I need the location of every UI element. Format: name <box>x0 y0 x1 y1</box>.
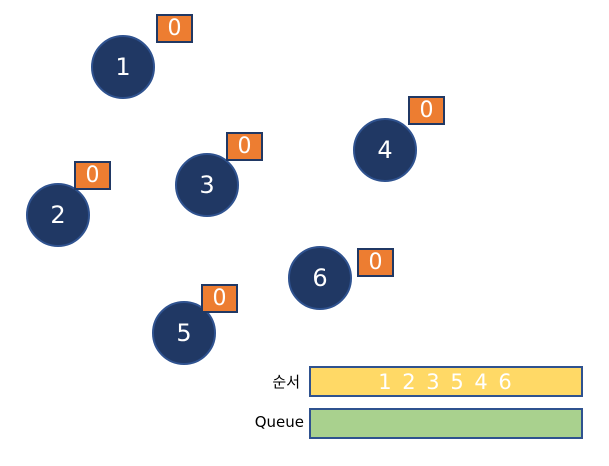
node-1-label: 1 <box>115 53 131 81</box>
node-6-badge-value: 0 <box>368 249 383 275</box>
node-4: 4 <box>353 118 417 182</box>
node-2-label: 2 <box>50 201 66 229</box>
node-3-badge: 0 <box>226 132 263 161</box>
order-value: 1 2 3 5 4 6 <box>378 369 514 394</box>
node-3: 3 <box>175 153 239 217</box>
node-2-badge: 0 <box>74 161 111 190</box>
node-3-label: 3 <box>199 171 215 199</box>
node-5-badge: 0 <box>201 284 238 313</box>
node-5-label: 5 <box>176 319 192 347</box>
node-6-badge: 0 <box>357 248 394 277</box>
node-6: 6 <box>288 246 352 310</box>
node-2: 2 <box>26 183 90 247</box>
node-1-badge: 0 <box>156 14 193 43</box>
node-1-badge-value: 0 <box>167 15 182 41</box>
node-3-badge-value: 0 <box>237 133 252 159</box>
queue-label: Queue <box>254 413 304 431</box>
queue-bar <box>309 408 583 439</box>
node-1: 1 <box>91 35 155 99</box>
node-4-badge-value: 0 <box>419 97 434 123</box>
node-4-badge: 0 <box>408 96 445 125</box>
order-label: 순서 <box>272 373 300 391</box>
node-5-badge-value: 0 <box>212 285 227 311</box>
node-6-label: 6 <box>312 264 328 292</box>
node-2-badge-value: 0 <box>85 162 100 188</box>
order-bar: 1 2 3 5 4 6 <box>309 366 583 397</box>
node-4-label: 4 <box>377 136 393 164</box>
